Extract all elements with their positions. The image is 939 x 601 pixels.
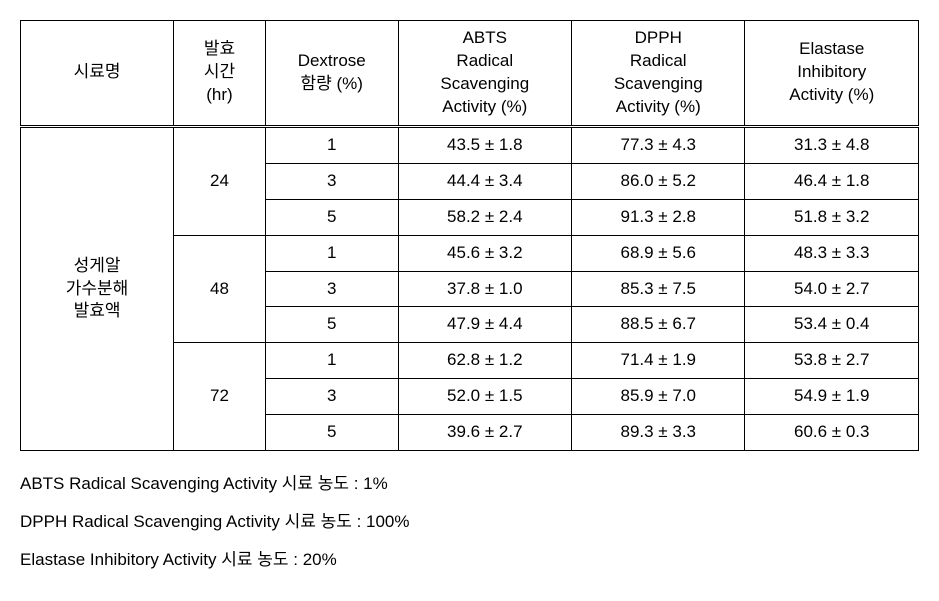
time-cell: 72 xyxy=(174,343,266,451)
ela-cell: 54.9 ± 1.9 xyxy=(745,379,919,415)
activity-table: 시료명 발효 시간 (hr) Dextrose 함량 (%) ABTS Radi… xyxy=(20,20,919,451)
header-row: 시료명 발효 시간 (hr) Dextrose 함량 (%) ABTS Radi… xyxy=(21,21,919,127)
ela-cell: 53.8 ± 2.7 xyxy=(745,343,919,379)
dex-cell: 1 xyxy=(265,235,398,271)
abts-cell: 43.5 ± 1.8 xyxy=(398,126,571,163)
dpph-cell: 89.3 ± 3.3 xyxy=(572,415,745,451)
ela-cell: 54.0 ± 2.7 xyxy=(745,271,919,307)
dex-cell: 3 xyxy=(265,163,398,199)
footnote-dpph: DPPH Radical Scavenging Activity 시료 농도 :… xyxy=(20,505,919,539)
abts-cell: 47.9 ± 4.4 xyxy=(398,307,571,343)
abts-cell: 39.6 ± 2.7 xyxy=(398,415,571,451)
dpph-cell: 91.3 ± 2.8 xyxy=(572,199,745,235)
dex-cell: 5 xyxy=(265,199,398,235)
time-cell: 24 xyxy=(174,126,266,235)
col-header-sample: 시료명 xyxy=(21,21,174,127)
dpph-cell: 68.9 ± 5.6 xyxy=(572,235,745,271)
dex-cell: 5 xyxy=(265,415,398,451)
data-table-wrapper: 시료명 발효 시간 (hr) Dextrose 함량 (%) ABTS Radi… xyxy=(20,20,919,577)
col-header-dextrose: Dextrose 함량 (%) xyxy=(265,21,398,127)
abts-cell: 58.2 ± 2.4 xyxy=(398,199,571,235)
time-cell: 48 xyxy=(174,235,266,343)
dex-cell: 5 xyxy=(265,307,398,343)
ela-cell: 60.6 ± 0.3 xyxy=(745,415,919,451)
dpph-cell: 85.3 ± 7.5 xyxy=(572,271,745,307)
sample-name-cell: 성게알 가수분해 발효액 xyxy=(21,126,174,450)
dex-cell: 3 xyxy=(265,271,398,307)
ela-cell: 51.8 ± 3.2 xyxy=(745,199,919,235)
abts-cell: 44.4 ± 3.4 xyxy=(398,163,571,199)
col-header-elastase: Elastase Inhibitory Activity (%) xyxy=(745,21,919,127)
ela-cell: 31.3 ± 4.8 xyxy=(745,126,919,163)
dpph-cell: 88.5 ± 6.7 xyxy=(572,307,745,343)
dpph-cell: 85.9 ± 7.0 xyxy=(572,379,745,415)
dex-cell: 3 xyxy=(265,379,398,415)
ela-cell: 48.3 ± 3.3 xyxy=(745,235,919,271)
dex-cell: 1 xyxy=(265,126,398,163)
dex-cell: 1 xyxy=(265,343,398,379)
footnotes: ABTS Radical Scavenging Activity 시료 농도 :… xyxy=(20,467,919,577)
abts-cell: 45.6 ± 3.2 xyxy=(398,235,571,271)
col-header-abts: ABTS Radical Scavenging Activity (%) xyxy=(398,21,571,127)
col-header-time: 발효 시간 (hr) xyxy=(174,21,266,127)
footnote-elastase: Elastase Inhibitory Activity 시료 농도 : 20% xyxy=(20,543,919,577)
abts-cell: 37.8 ± 1.0 xyxy=(398,271,571,307)
dpph-cell: 71.4 ± 1.9 xyxy=(572,343,745,379)
footnote-abts: ABTS Radical Scavenging Activity 시료 농도 :… xyxy=(20,467,919,501)
abts-cell: 52.0 ± 1.5 xyxy=(398,379,571,415)
ela-cell: 53.4 ± 0.4 xyxy=(745,307,919,343)
dpph-cell: 77.3 ± 4.3 xyxy=(572,126,745,163)
ela-cell: 46.4 ± 1.8 xyxy=(745,163,919,199)
col-header-dpph: DPPH Radical Scavenging Activity (%) xyxy=(572,21,745,127)
dpph-cell: 86.0 ± 5.2 xyxy=(572,163,745,199)
abts-cell: 62.8 ± 1.2 xyxy=(398,343,571,379)
table-row: 성게알 가수분해 발효액 24 1 43.5 ± 1.8 77.3 ± 4.3 … xyxy=(21,126,919,163)
